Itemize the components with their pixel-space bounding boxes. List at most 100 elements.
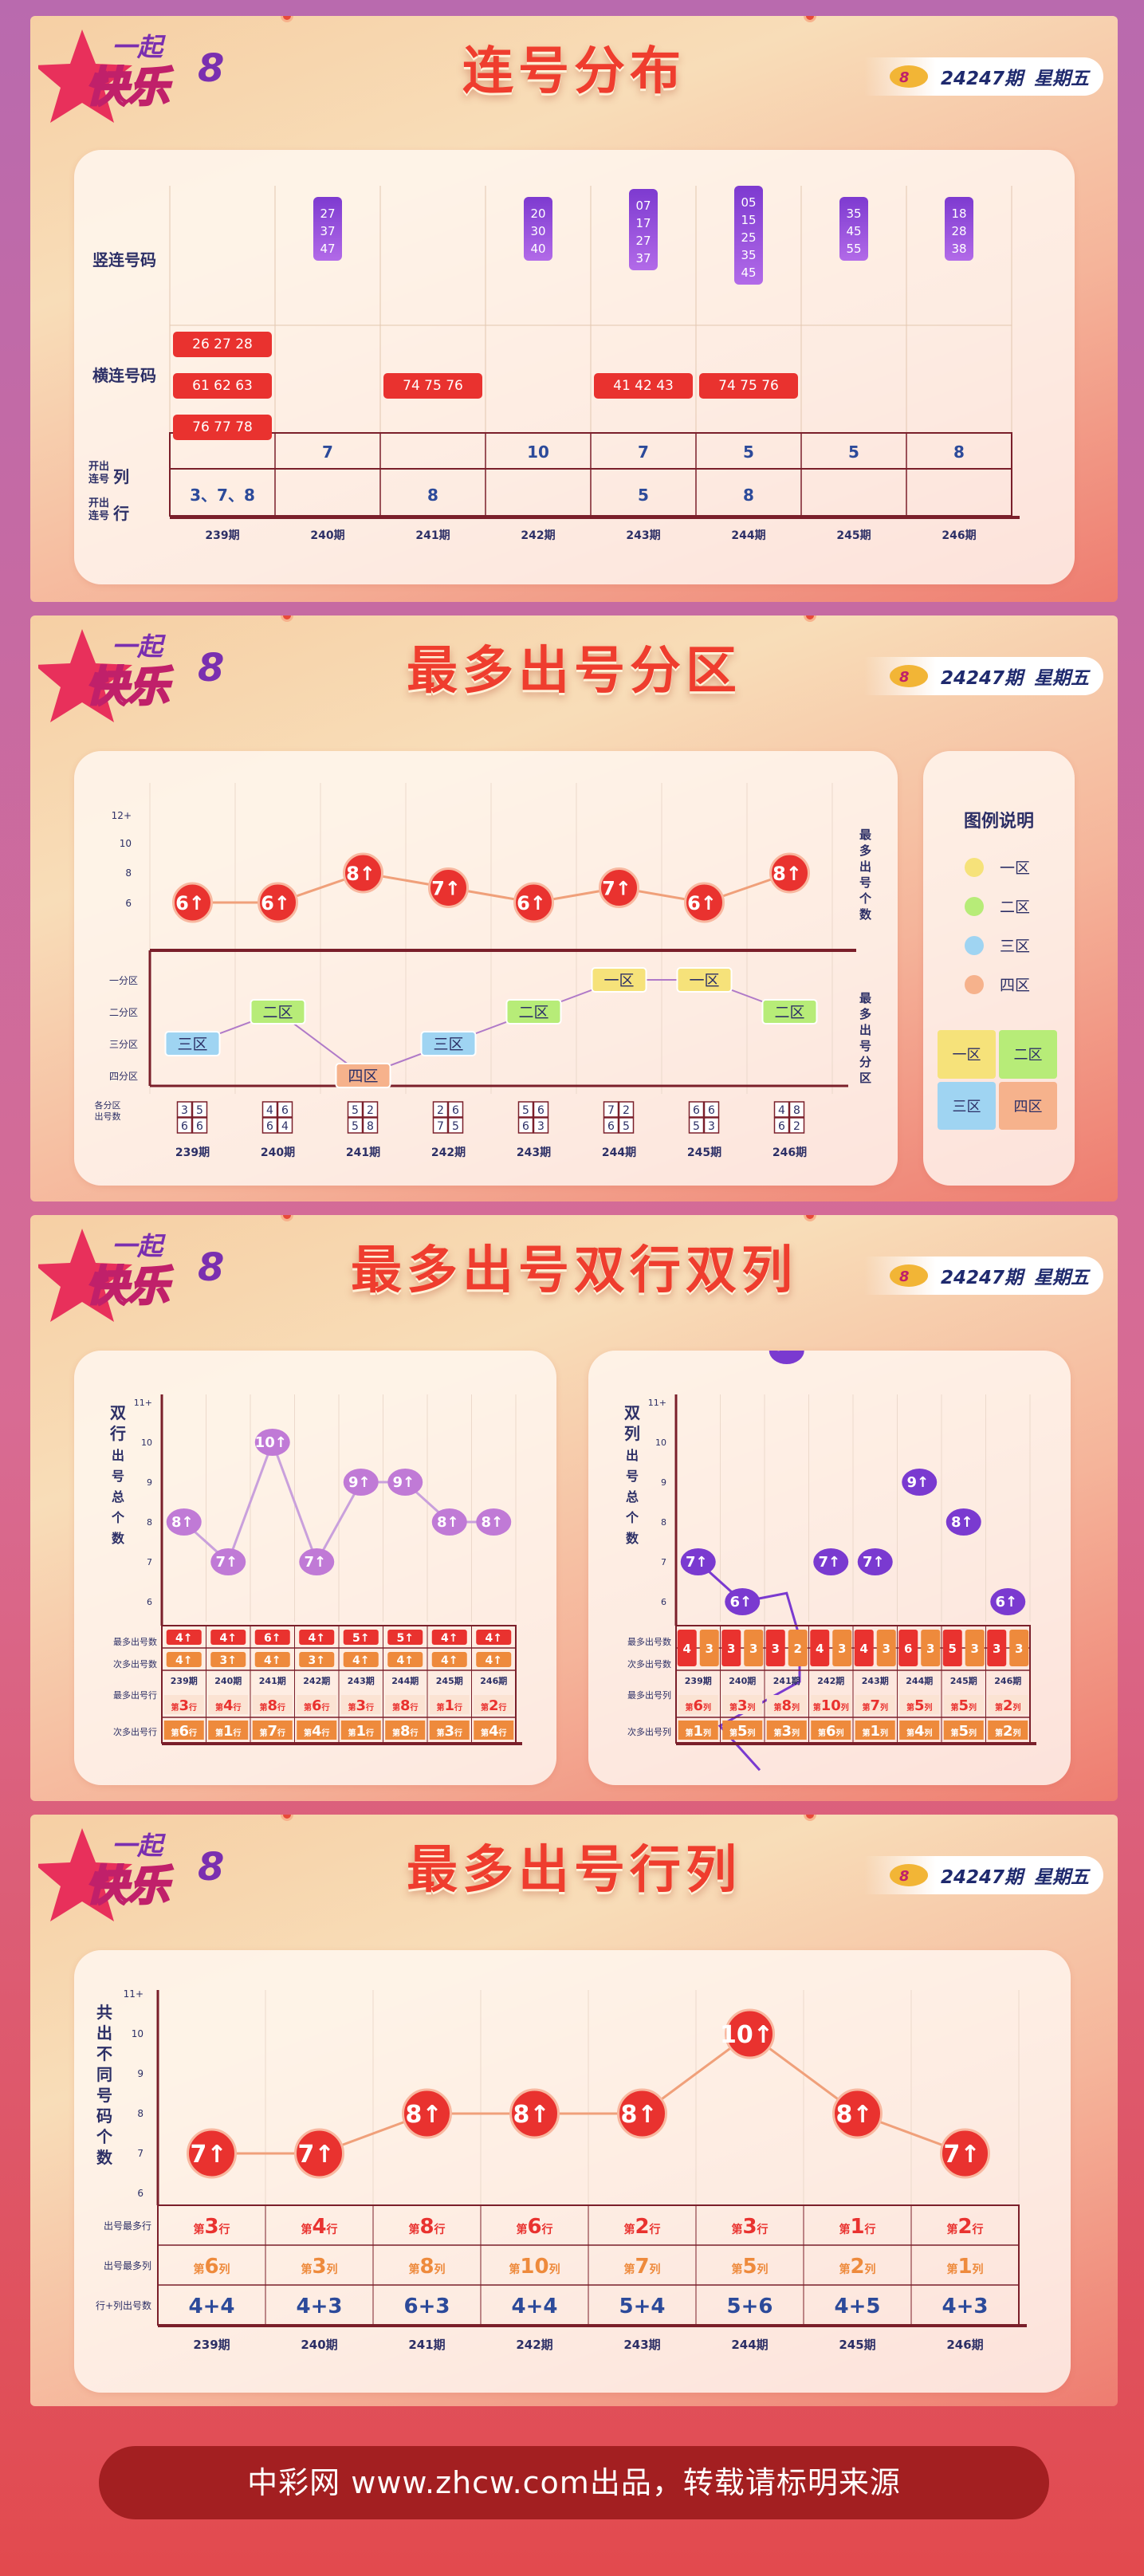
count-chip-label: 3 [706, 1642, 714, 1656]
legend-dot-icon [965, 857, 984, 877]
issue-badge: 8 24247期 星期五 [864, 1257, 1103, 1295]
total-ball-label: 8↑ [951, 1514, 973, 1531]
zone-count-cell [362, 1101, 379, 1118]
issue-badge: 8 24247期 星期五 [864, 57, 1103, 96]
count-chip-label: 5 [949, 1642, 957, 1656]
zone-count-cell [603, 1117, 619, 1134]
line-chip-label: 第5列 [729, 1723, 756, 1740]
y-tick: 10 [132, 2028, 143, 2039]
table-row-label: 出号最多列 [104, 2260, 151, 2271]
zone-count-value: 3 [537, 1120, 544, 1133]
svg-text:8: 8 [899, 69, 910, 86]
count-chip-label: 4↑ [441, 1654, 458, 1667]
count-chip [921, 1630, 941, 1666]
col-count-value: 8 [953, 442, 965, 462]
zone-count-cell [432, 1117, 449, 1134]
count-chip-label: 3 [772, 1642, 780, 1656]
count-chip [254, 1630, 290, 1645]
line-chip [163, 1695, 204, 1714]
zone-count-value: 2 [793, 1120, 800, 1133]
zone-card: 12+ 10 8 6 6↑ 6↑ 8↑ 7↑ 6↑ 7↑ 6↑ 8↑ 一分区 二分区 三分区 四分区 三区 二区四… [74, 751, 898, 1186]
zone-count-cell [533, 1117, 549, 1134]
zone-count-label: 出号数 [95, 1111, 121, 1122]
legend-grid-cell: 三区 [938, 1081, 996, 1130]
legend-grid-cell: 四区 [999, 1081, 1057, 1130]
y-axis-label: 双 [624, 1403, 640, 1422]
count-chip [343, 1630, 379, 1645]
count-ball [428, 867, 469, 908]
total-ball [166, 1508, 202, 1536]
issue-label: 245期 [839, 2338, 875, 2352]
issue-label: 246期 [772, 1146, 807, 1159]
zone-count-value: 6 [181, 1120, 188, 1133]
zone-count-value: 4 [281, 1120, 289, 1133]
zone-count-cell [703, 1101, 720, 1118]
count-chip-label: 3 [749, 1642, 757, 1656]
zone-count-cell [618, 1101, 635, 1118]
issue-label: 239期 [205, 529, 239, 542]
row-count-value: 8 [743, 486, 754, 505]
line-chip [297, 1721, 337, 1740]
zone-count-value: 5 [352, 1120, 359, 1133]
count-chip-label: 3 [838, 1642, 846, 1656]
count-chip-label: 4↑ [397, 1654, 414, 1667]
count-chip [788, 1630, 808, 1666]
count-chip [476, 1630, 512, 1645]
y-axis-label: 数 [112, 1531, 125, 1546]
count-chip [387, 1630, 423, 1645]
y-tick: 11+ [134, 1398, 152, 1408]
y-axis-label: 共 [96, 2003, 112, 2022]
zone-box [591, 967, 647, 993]
hanger-hook-icon [281, 615, 293, 622]
total-ball-label: 9↑ [906, 1474, 929, 1491]
issue-label: 243期 [623, 2338, 660, 2352]
y-axis-label: 总 [626, 1489, 639, 1504]
count-ball-label: 6↑ [687, 892, 717, 914]
horizontal-number-pill: 74 75 76 [383, 373, 482, 399]
line-chip [208, 1721, 249, 1740]
zone-box [420, 1031, 477, 1056]
issue-label: 239期 [171, 1675, 198, 1686]
count-ball [940, 2128, 990, 2179]
count-chip [343, 1652, 379, 1667]
svg-text:一起: 一起 [112, 1231, 166, 1261]
zone-count-value: 5 [522, 1104, 529, 1117]
table-row-label: 次多出号数 [627, 1658, 671, 1669]
vertical-number: 17 [635, 216, 651, 230]
vertical-number-pill: 35 45 55 [839, 197, 868, 261]
y-tick: 7 [147, 1557, 152, 1567]
total-ball [299, 1548, 335, 1575]
y-axis-label: 号 [96, 2086, 112, 2105]
y-axis-label: 号 [112, 1469, 124, 1484]
page-title: 最多出号分区 [407, 642, 741, 701]
zone-box-label: 二区 [518, 1004, 548, 1021]
count-chip-label: 3 [993, 1642, 1001, 1656]
issue-badge: 8 24247期 星期五 [864, 657, 1103, 695]
issue-label: 240期 [261, 1146, 295, 1159]
zone-count-cell [347, 1117, 364, 1134]
y-axis-label: 出 [626, 1448, 639, 1463]
label-row-count-1: 开出 [88, 498, 110, 509]
row-col-card: 11+ 10 9 8 7 6 共出不同号码个数 7↑ 7↑ 8↑ 8↑ 8↑ 10↑ 8↑ 7↑ 出号最多行出… [74, 1950, 1071, 2393]
zone-count-cell [191, 1101, 208, 1118]
zone-count-value: 6 [266, 1120, 273, 1133]
y-tick: 6 [661, 1597, 666, 1607]
count-chip [942, 1630, 962, 1666]
vertical-number: 27 [320, 206, 336, 221]
svg-text:8: 8 [899, 669, 910, 686]
zone-count-cell [261, 1117, 278, 1134]
line-chip [340, 1721, 381, 1740]
vertical-number: 55 [846, 242, 862, 256]
count-chip-label: 4↑ [309, 1632, 325, 1645]
line-chip-label: 第2列 [995, 1723, 1021, 1740]
line-chip [811, 1695, 851, 1714]
vertical-number-pill: 27 37 47 [313, 197, 342, 261]
max-row-value: 第6行 [516, 2215, 552, 2239]
line-chip [988, 1721, 1028, 1740]
y-tick: 8 [661, 1517, 666, 1528]
count-ball [509, 2088, 560, 2139]
legend-title: 图例说明 [963, 812, 1034, 832]
y-axis-label: 数 [626, 1531, 639, 1546]
count-ball [769, 852, 810, 894]
total-ball [254, 1429, 290, 1456]
